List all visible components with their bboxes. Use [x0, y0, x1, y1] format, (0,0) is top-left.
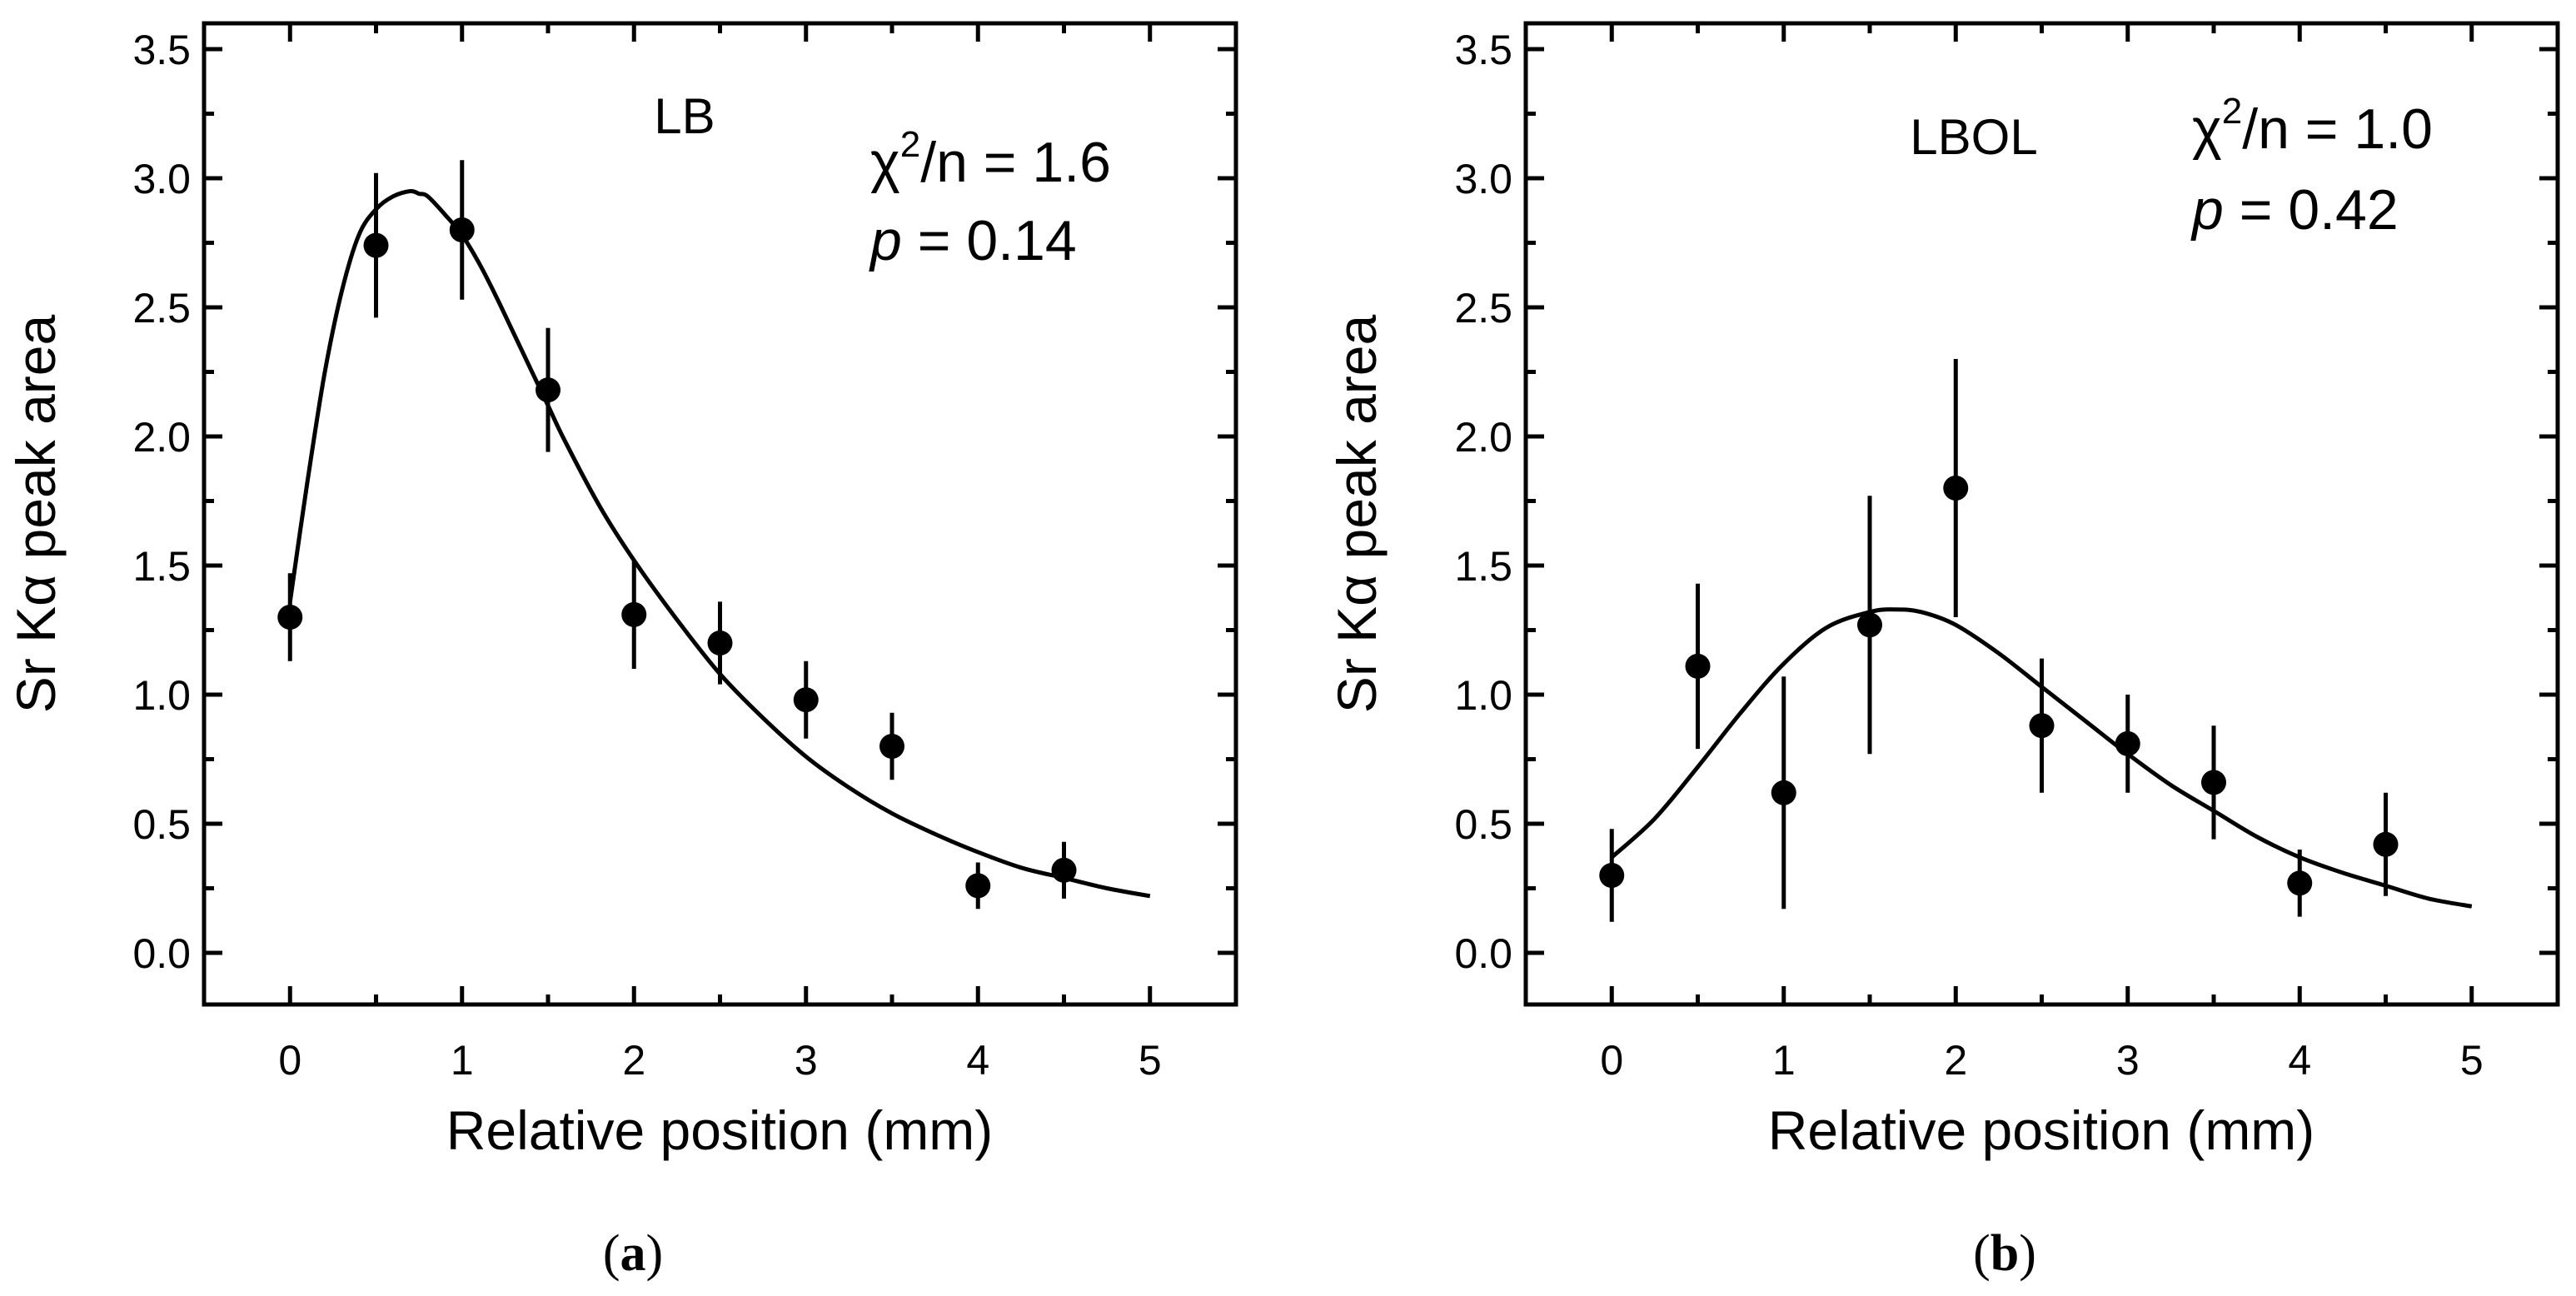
y-tick-label: 0.0: [1454, 930, 1512, 977]
x-tick-label: 3: [2116, 1037, 2140, 1084]
y-tick-label: 3.0: [132, 156, 191, 202]
y-axis-title: Sr Kα peak area: [5, 315, 67, 714]
y-tick-label: 0.5: [1454, 801, 1512, 848]
x-tick-labels: 0 1 2 3 4 5: [278, 1037, 1161, 1084]
y-tick-labels: 0.0 0.5 1.0 1.5 2.0 2.5 3.0 3.5: [132, 27, 191, 977]
y-tick-label: 1.0: [1454, 672, 1512, 719]
annotation-title: LB: [654, 88, 715, 144]
data-points: [1599, 476, 2399, 896]
y-tick-label: 2.5: [1454, 285, 1512, 331]
y-axis-title: Sr Kα peak area: [1326, 315, 1388, 714]
x-tick-label: 1: [1772, 1037, 1796, 1084]
data-point: [2115, 730, 2140, 756]
data-point: [2287, 870, 2313, 896]
x-axis-title: Relative position (mm): [446, 1099, 994, 1161]
data-point: [363, 232, 389, 258]
data-point: [2373, 831, 2399, 857]
x-tick-label: 4: [2288, 1037, 2311, 1084]
x-tick-label: 2: [1944, 1037, 1967, 1084]
data-point: [2201, 770, 2226, 795]
data-point: [1599, 863, 1625, 888]
panel-b: 0 1 2 3 4 5 0.0 0.5 1.0 1.5 2.0 2.5 3.0 3.5 LBOL χ2/…: [1326, 21, 2560, 1282]
data-point: [2029, 713, 2055, 739]
y-tick-label: 1.0: [132, 672, 191, 719]
x-axis-title: Relative position (mm): [1768, 1099, 2315, 1161]
x-tick-label: 5: [2460, 1037, 2484, 1084]
panel-label: (b): [1973, 1225, 2036, 1282]
chi-square-stat: χ2/n = 1.0: [2192, 91, 2433, 161]
x-tick-label: 0: [1600, 1037, 1623, 1084]
x-tick-labels: 0 1 2 3 4 5: [1600, 1037, 2483, 1084]
y-tick-label: 3.5: [1454, 27, 1512, 73]
panel-label: (a): [603, 1225, 663, 1282]
data-point: [1051, 857, 1077, 883]
fit-curve: [1610, 607, 2473, 909]
data-point: [536, 377, 561, 403]
data-point: [621, 601, 647, 627]
x-tick-label: 3: [795, 1037, 818, 1084]
data-points: [277, 217, 1077, 899]
y-tick-labels: 0.0 0.5 1.0 1.5 2.0 2.5 3.0 3.5: [1454, 27, 1512, 977]
data-point: [449, 217, 475, 242]
fit-curve: [287, 188, 1151, 899]
x-tick-label: 4: [966, 1037, 989, 1084]
y-tick-label: 0.0: [132, 930, 191, 977]
y-tick-label: 3.0: [1454, 156, 1512, 202]
p-value-stat: p = 0.42: [2190, 178, 2399, 242]
data-point: [707, 631, 733, 655]
data-point: [1857, 612, 1882, 638]
chi-square-stat: χ2/n = 1.6: [870, 124, 1111, 194]
annotation-title: LBOL: [1910, 109, 2037, 165]
tick-marks: [202, 23, 1238, 1004]
x-tick-label: 5: [1139, 1037, 1162, 1084]
y-tick-label: 1.5: [132, 543, 191, 590]
panel-a: 0 1 2 3 4 5 0.0 0.5 1.0 1.5 2.0 2.5 3.0 3.5 LB χ2/n …: [5, 21, 1238, 1282]
y-tick-label: 0.5: [132, 801, 191, 848]
y-tick-label: 1.5: [1454, 543, 1512, 590]
x-tick-label: 2: [622, 1037, 645, 1084]
fit-curve-layer: [287, 188, 1151, 899]
y-tick-label: 2.0: [1454, 414, 1512, 461]
x-tick-label: 1: [451, 1037, 474, 1084]
y-tick-label: 3.5: [132, 27, 191, 73]
data-point: [793, 687, 819, 713]
tick-marks: [1523, 23, 2560, 1004]
data-point: [1685, 653, 1711, 679]
fit-curve-layer: [1610, 607, 2473, 909]
x-tick-label: 0: [278, 1037, 301, 1084]
y-tick-label: 2.5: [132, 285, 191, 331]
p-value-stat: p = 0.14: [869, 209, 1077, 272]
y-tick-label: 2.0: [132, 414, 191, 461]
data-point: [965, 873, 991, 899]
data-point: [1943, 476, 1969, 501]
data-point: [879, 734, 904, 759]
data-point: [1771, 780, 1796, 805]
data-point: [277, 605, 303, 630]
